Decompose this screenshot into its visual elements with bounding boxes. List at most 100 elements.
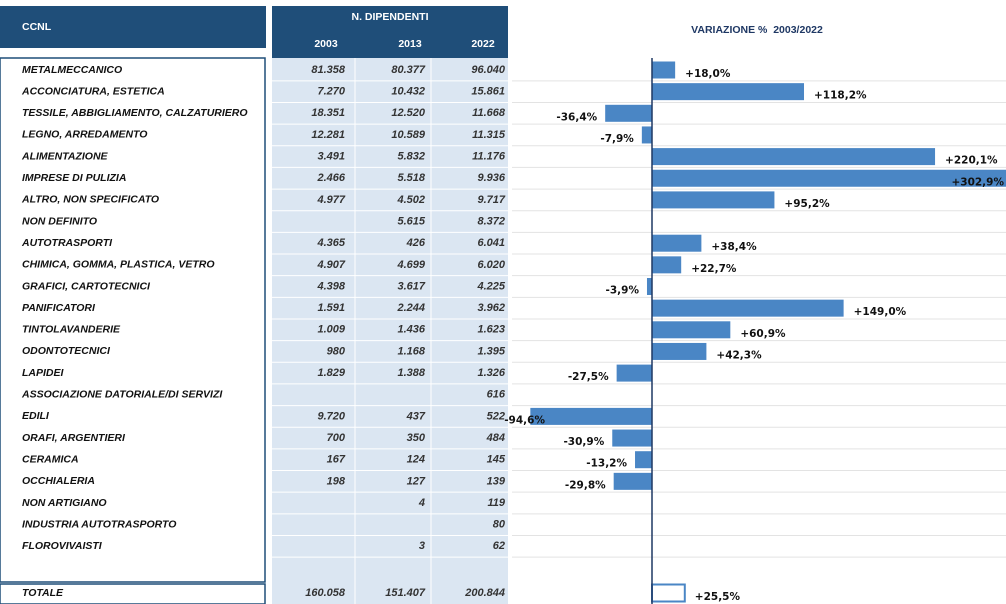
employees-header-bg	[272, 6, 508, 58]
count: 11.315	[472, 129, 506, 141]
row-name: PANIFICATORI	[22, 302, 96, 314]
row-name: ACCONCIATURA, ESTETICA	[21, 85, 165, 97]
count: 3	[419, 540, 425, 552]
count: 12.281	[311, 129, 345, 141]
names-box	[0, 57, 266, 583]
change-bar	[641, 126, 652, 144]
row-name: ASSOCIAZIONE DATORIALE/DI SERVIZI	[21, 389, 223, 401]
change-label: +95,2%	[784, 198, 830, 210]
count: 4	[418, 497, 425, 509]
count: 10.589	[391, 129, 426, 141]
count: 1.168	[397, 345, 425, 357]
change-bar	[652, 256, 682, 274]
count: 1.009	[317, 324, 345, 336]
count: 4.398	[316, 280, 345, 292]
count: 62	[493, 540, 505, 552]
count: 1.623	[477, 324, 505, 336]
count: 139	[487, 475, 506, 487]
count: 1.326	[477, 367, 505, 379]
change-label: +118,2%	[814, 90, 867, 102]
count: 6.041	[477, 237, 505, 249]
count: 80	[493, 519, 506, 531]
count: 96.040	[471, 64, 506, 76]
count: 350	[407, 432, 426, 444]
ccnl-header: CCNL	[22, 21, 52, 33]
change-label: -29,8%	[565, 479, 606, 491]
row-name: ORAFI, ARGENTIERI	[22, 432, 126, 444]
row-name: METALMECCANICO	[22, 64, 122, 76]
ccnl-header-bg	[0, 6, 266, 48]
count: 1.395	[477, 345, 505, 357]
year-header: 2003	[314, 38, 338, 50]
count: 2.466	[316, 172, 345, 184]
count: 12.520	[391, 107, 426, 119]
year-header: 2013	[398, 38, 422, 50]
change-bar	[652, 191, 775, 209]
row-name: ALTRO, NON SPECIFICATO	[21, 194, 159, 206]
change-bar	[652, 234, 702, 252]
change-label: +42,3%	[716, 349, 762, 361]
change-bar	[646, 278, 652, 295]
change-label: -36,4%	[556, 111, 597, 123]
change-header: VARIAZIONE % 2003/2022	[691, 24, 823, 36]
count: 145	[487, 454, 506, 466]
row-name: INDUSTRIA AUTOTRASPORTO	[22, 518, 176, 530]
row-name: OCCHIALERIA	[22, 475, 95, 487]
row-name: NON ARTIGIANO	[22, 497, 107, 509]
row-name: ODONTOTECNICI	[22, 345, 111, 357]
row-name: LAPIDEI	[22, 367, 65, 379]
count: 80.377	[391, 64, 426, 76]
count: 5.615	[397, 215, 425, 227]
count: 198	[327, 475, 346, 487]
change-label: +25,5%	[695, 591, 741, 603]
employees-header: N. DIPENDENTI	[351, 11, 428, 23]
count: 1.591	[317, 302, 345, 314]
count: 3.962	[477, 302, 505, 314]
change-bar	[652, 299, 844, 317]
change-label: -30,9%	[563, 436, 604, 448]
change-label: +149,0%	[854, 306, 907, 318]
count: 10.432	[391, 86, 425, 98]
count: 160.058	[305, 587, 346, 599]
count: 3.617	[397, 280, 425, 292]
count: 1.436	[397, 324, 425, 336]
row-name: IMPRESE DI PULIZIA	[22, 172, 126, 184]
count: 6.020	[477, 259, 505, 271]
change-bar	[652, 169, 1006, 187]
change-bar	[613, 472, 652, 490]
count: 4.977	[316, 194, 345, 206]
change-bar	[652, 321, 731, 339]
change-bar	[605, 104, 652, 122]
count: 1.829	[317, 367, 345, 379]
row-name: NON DEFINITO	[22, 215, 97, 227]
change-label: +38,4%	[711, 241, 757, 253]
count: 5.832	[397, 151, 425, 163]
numbers-bg	[272, 58, 508, 604]
row-name: GRAFICI, CARTOTECNICI	[22, 280, 151, 292]
count: 9.720	[317, 410, 345, 422]
row-name: ALIMENTAZIONE	[21, 150, 109, 162]
count: 616	[487, 389, 506, 401]
change-bar	[652, 148, 936, 166]
count: 9.936	[477, 172, 505, 184]
change-label: -3,9%	[606, 285, 640, 297]
count: 4.502	[396, 194, 425, 206]
row-name: EDILI	[22, 410, 50, 422]
change-label: -94,6%	[504, 414, 545, 426]
count: 1.388	[397, 367, 425, 379]
count: 119	[487, 497, 505, 509]
change-bar	[530, 407, 652, 425]
change-bar	[652, 342, 707, 360]
count: 127	[407, 475, 426, 487]
row-name: CERAMICA	[22, 453, 79, 465]
count: 3.491	[317, 151, 345, 163]
row-name: LEGNO, ARREDAMENTO	[22, 129, 147, 141]
change-label: +18,0%	[685, 68, 731, 80]
count: 437	[406, 410, 426, 422]
change-label: +220,1%	[945, 155, 998, 167]
row-name: TOTALE	[22, 587, 64, 599]
change-bar	[616, 364, 652, 382]
count: 8.372	[477, 215, 505, 227]
count: 124	[407, 454, 425, 466]
